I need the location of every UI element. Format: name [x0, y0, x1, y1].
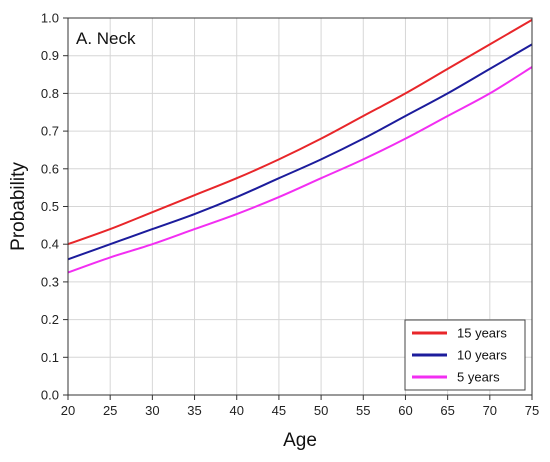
y-axis-title: Probability [8, 162, 29, 251]
legend-label: 15 years [457, 326, 507, 341]
y-tick-label: 0.1 [41, 350, 59, 365]
legend: 15 years 10 years 5 years [404, 319, 526, 391]
x-tick-label: 30 [145, 403, 159, 418]
x-tick-label: 20 [61, 403, 75, 418]
y-tick-label: 0.5 [41, 199, 59, 214]
x-tick-label: 40 [229, 403, 243, 418]
x-tick-label: 25 [103, 403, 117, 418]
y-tick-label: 0.2 [41, 312, 59, 327]
x-axis-title: Age [283, 430, 317, 451]
y-tick-label: 0.7 [41, 124, 59, 139]
y-tick-label: 0.3 [41, 274, 59, 289]
y-tick-label: 0.8 [41, 86, 59, 101]
axis-ticks: 20 25 30 35 40 45 50 55 60 65 70 75 0.0 0.1 0.2 0.3 0.4 0… [41, 11, 539, 419]
legend-label: 10 years [457, 348, 507, 363]
x-tick-label: 50 [314, 403, 328, 418]
x-tick-label: 55 [356, 403, 370, 418]
x-tick-label: 45 [272, 403, 286, 418]
series-line-1 [67, 19, 533, 246]
x-tick-label: 65 [440, 403, 454, 418]
panel-label: A. Neck [76, 29, 136, 48]
x-tick-label: 75 [525, 403, 539, 418]
y-tick-label: 0.9 [41, 48, 59, 63]
y-tick-label: 1.0 [41, 11, 59, 26]
y-tick-label: 0.4 [41, 237, 59, 252]
x-tick-label: 60 [398, 403, 412, 418]
y-tick-label: 0.6 [41, 161, 59, 176]
x-tick-label: 35 [187, 403, 201, 418]
x-tick-label: 70 [483, 403, 497, 418]
series-line-3 [67, 66, 533, 274]
legend-label: 5 years [457, 370, 500, 385]
y-tick-label: 0.0 [41, 388, 59, 403]
series-line-2 [67, 43, 533, 261]
series-lines [67, 19, 533, 274]
